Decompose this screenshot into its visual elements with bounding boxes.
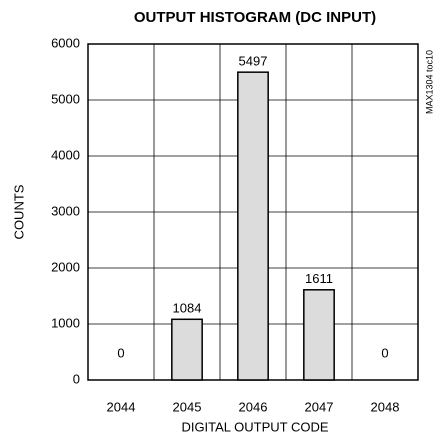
y-tick-label: 1000	[51, 315, 80, 330]
bar	[237, 71, 269, 381]
y-tick-label: 6000	[51, 35, 80, 50]
y-tick-label: 2000	[51, 259, 80, 274]
data-label: 0	[381, 345, 388, 360]
annotation: MAX1304 toc10	[424, 50, 434, 114]
data-label: 1084	[173, 301, 202, 316]
data-label: 0	[117, 345, 124, 360]
x-tick-label: 2047	[305, 399, 334, 414]
chart-title: OUTPUT HISTOGRAM (DC INPUT)	[134, 9, 376, 26]
x-tick-label: 2048	[371, 399, 400, 414]
y-axis-label: COUNTS	[11, 184, 26, 239]
x-axis-label: DIGITAL OUTPUT CODE	[181, 419, 328, 434]
y-tick-label: 5000	[51, 91, 80, 106]
y-tick-label: 4000	[51, 147, 80, 162]
bar	[303, 289, 335, 381]
y-tick-label: 3000	[51, 203, 80, 218]
x-tick-label: 2046	[239, 399, 268, 414]
data-label: 5497	[239, 54, 268, 69]
bar	[171, 318, 203, 381]
y-tick-label: 0	[73, 371, 80, 386]
x-tick-label: 2045	[173, 399, 202, 414]
data-label: 1611	[305, 271, 333, 286]
x-tick-label: 2044	[107, 399, 136, 414]
